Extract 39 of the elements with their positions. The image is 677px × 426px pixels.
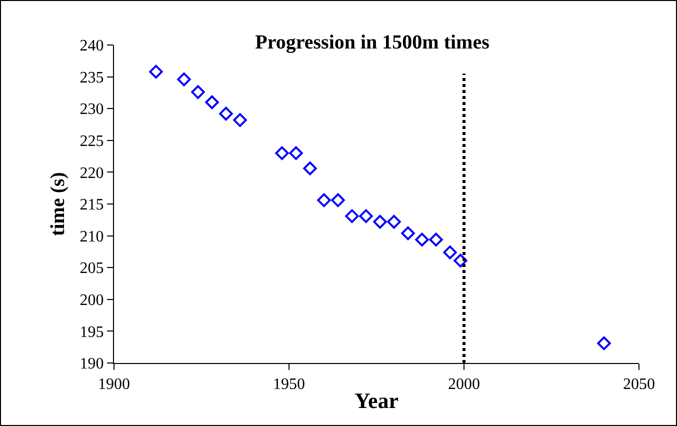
point (373, 214, 387, 229)
y-axis-title: time (s) (47, 172, 69, 236)
point (289, 146, 303, 160)
x-tick-label: 2000 (448, 376, 480, 394)
point (233, 113, 247, 127)
point (443, 245, 457, 260)
y-tick-label: 220 (80, 164, 104, 182)
point (597, 336, 611, 350)
y-tick-label: 215 (80, 196, 104, 214)
x-axis-title: Year (354, 388, 399, 414)
point (331, 193, 345, 208)
y-tick-label: 230 (80, 101, 104, 118)
point (275, 146, 289, 160)
y-tick-label: 225 (80, 133, 104, 150)
x-tick-label: 2050 (623, 376, 655, 394)
point (317, 193, 331, 208)
point (191, 85, 205, 99)
point (359, 209, 373, 223)
point (345, 209, 359, 223)
y-tick-label: 205 (80, 260, 104, 278)
point (205, 95, 219, 110)
point (177, 72, 191, 86)
point (401, 226, 415, 240)
y-tick-label: 190 (80, 356, 104, 373)
y-tick-label: 235 (80, 69, 104, 86)
x-tick-label: 1950 (273, 376, 305, 394)
y-tick-label: 195 (80, 324, 104, 341)
point (429, 232, 443, 246)
y-tick-label: 200 (80, 292, 104, 309)
point (149, 64, 163, 79)
y-tick-label: 240 (80, 38, 104, 55)
chart-title: Progression in 1500m times (255, 31, 490, 54)
point (303, 162, 317, 176)
point (387, 214, 401, 229)
point (415, 232, 429, 246)
y-tick-label: 210 (80, 228, 104, 246)
point (454, 254, 468, 268)
x-tick-label: 1900 (98, 376, 130, 394)
point (219, 106, 233, 121)
